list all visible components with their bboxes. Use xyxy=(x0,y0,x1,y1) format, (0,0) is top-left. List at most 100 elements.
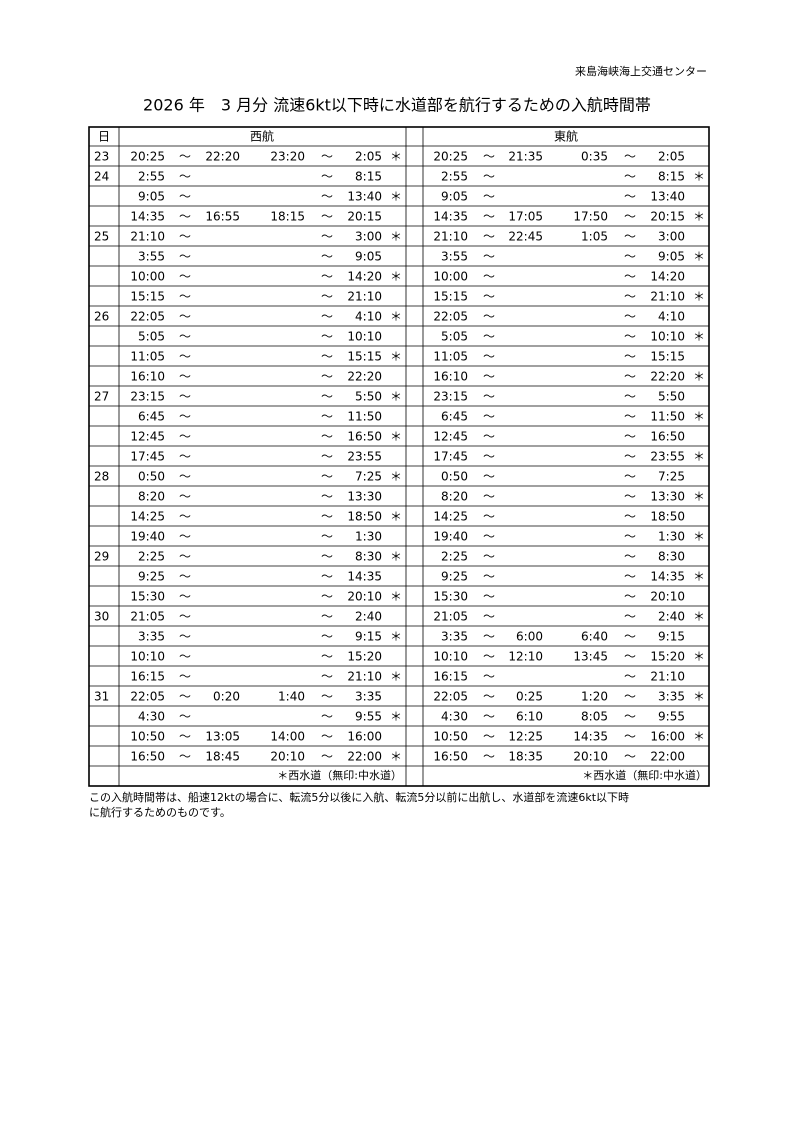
separator: ～ xyxy=(179,150,191,164)
time: 0:35 xyxy=(581,150,608,164)
time: 22:20 xyxy=(205,150,240,164)
mark: ＊ xyxy=(693,610,705,624)
separator: ～ xyxy=(321,410,333,424)
separator: ～ xyxy=(179,730,191,744)
mark: ＊ xyxy=(693,650,705,664)
mark: ＊ xyxy=(390,270,402,284)
separator: ～ xyxy=(179,710,191,724)
time: 1:20 xyxy=(581,690,608,704)
time: 16:15 xyxy=(433,670,468,684)
time: 10:10 xyxy=(347,330,382,344)
separator: ～ xyxy=(321,650,333,664)
separator: ～ xyxy=(321,570,333,584)
mark: ＊ xyxy=(390,310,402,324)
separator: ～ xyxy=(321,190,333,204)
time: 21:10 xyxy=(650,670,685,684)
time: 10:10 xyxy=(433,650,468,664)
time: 2:55 xyxy=(441,170,468,184)
separator: ～ xyxy=(624,530,636,544)
time: 3:35 xyxy=(658,690,685,704)
separator: ～ xyxy=(483,290,495,304)
time: 0:20 xyxy=(213,690,240,704)
separator: ～ xyxy=(483,470,495,484)
time: 13:45 xyxy=(573,650,608,664)
time: 22:20 xyxy=(347,370,382,384)
time: 19:40 xyxy=(433,530,468,544)
time: 11:50 xyxy=(347,410,382,424)
time: 6:45 xyxy=(138,410,165,424)
separator: ～ xyxy=(179,750,191,764)
time: 2:40 xyxy=(355,610,382,624)
separator: ～ xyxy=(483,710,495,724)
separator: ～ xyxy=(624,570,636,584)
time: 3:35 xyxy=(355,690,382,704)
separator: ～ xyxy=(624,690,636,704)
separator: ～ xyxy=(483,610,495,624)
separator: ～ xyxy=(483,690,495,704)
separator: ～ xyxy=(179,290,191,304)
time: 21:10 xyxy=(433,230,468,244)
time: 21:10 xyxy=(347,670,382,684)
separator: ～ xyxy=(321,390,333,404)
time: 9:15 xyxy=(355,630,382,644)
separator: ～ xyxy=(483,370,495,384)
mark: ＊ xyxy=(693,210,705,224)
separator: ～ xyxy=(179,610,191,624)
time: 23:15 xyxy=(130,390,165,404)
separator: ～ xyxy=(483,190,495,204)
separator: ～ xyxy=(624,330,636,344)
separator: ～ xyxy=(483,150,495,164)
separator: ～ xyxy=(483,550,495,564)
time: 16:10 xyxy=(433,370,468,384)
separator: ～ xyxy=(321,510,333,524)
table-border xyxy=(88,126,710,787)
time: 20:15 xyxy=(347,210,382,224)
time: 21:05 xyxy=(130,610,165,624)
time: 15:15 xyxy=(650,350,685,364)
time: 9:05 xyxy=(355,250,382,264)
separator: ～ xyxy=(624,730,636,744)
separator: ～ xyxy=(179,410,191,424)
time: 22:05 xyxy=(433,690,468,704)
time: 2:40 xyxy=(658,610,685,624)
time: 8:15 xyxy=(658,170,685,184)
mark: ＊ xyxy=(390,430,402,444)
time: 21:10 xyxy=(650,290,685,304)
separator: ～ xyxy=(179,470,191,484)
separator: ～ xyxy=(179,670,191,684)
time: 3:00 xyxy=(658,230,685,244)
day: 25 xyxy=(94,230,109,244)
time: 3:35 xyxy=(138,630,165,644)
separator: ～ xyxy=(624,270,636,284)
separator: ～ xyxy=(624,210,636,224)
day: 27 xyxy=(94,390,109,404)
time: 8:15 xyxy=(355,170,382,184)
mark: ＊ xyxy=(390,350,402,364)
separator: ～ xyxy=(624,350,636,364)
time: 10:10 xyxy=(650,330,685,344)
mark: ＊ xyxy=(390,710,402,724)
time: 11:05 xyxy=(433,350,468,364)
time: 23:20 xyxy=(270,150,305,164)
time: 5:05 xyxy=(441,330,468,344)
time: 10:50 xyxy=(433,730,468,744)
separator: ～ xyxy=(179,550,191,564)
time: 20:10 xyxy=(573,750,608,764)
time: 21:10 xyxy=(347,290,382,304)
separator: ～ xyxy=(483,310,495,324)
separator: ～ xyxy=(624,630,636,644)
time: 14:00 xyxy=(270,730,305,744)
mark: ＊ xyxy=(693,730,705,744)
mark: ＊ xyxy=(390,150,402,164)
time: 9:15 xyxy=(658,630,685,644)
separator: ～ xyxy=(179,590,191,604)
mark: ＊ xyxy=(693,490,705,504)
mark: ＊ xyxy=(693,570,705,584)
separator: ～ xyxy=(483,450,495,464)
separator: ～ xyxy=(483,590,495,604)
separator: ～ xyxy=(483,530,495,544)
time: 9:05 xyxy=(658,250,685,264)
time: 18:50 xyxy=(347,510,382,524)
time: 13:05 xyxy=(205,730,240,744)
